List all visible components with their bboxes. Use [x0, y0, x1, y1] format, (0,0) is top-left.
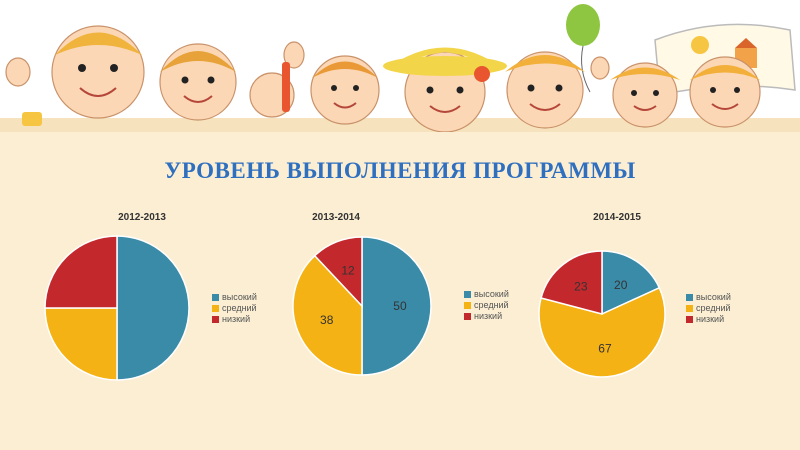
- legend-label: низкий: [696, 314, 725, 324]
- pie-slice-низкий: [44, 235, 118, 309]
- data-label: 67: [598, 342, 612, 356]
- pie-slice-средний: [538, 286, 666, 378]
- pie-slice-высокий: [601, 250, 661, 316]
- legend-label: средний: [696, 303, 731, 313]
- data-label: 12: [341, 264, 355, 278]
- legend-item: высокий: [686, 292, 731, 303]
- legend-item: средний: [464, 300, 509, 311]
- legend-label: высокий: [696, 292, 731, 302]
- legend-2013-2014: высокий средний низкий: [464, 289, 509, 322]
- chart-title-2: 2013-2014: [312, 212, 360, 223]
- legend-label: низкий: [474, 311, 503, 321]
- legend-label: высокий: [222, 292, 257, 302]
- legend-2014-2015: высокий средний низкий: [686, 292, 731, 325]
- pie-slice-низкий: [540, 250, 603, 315]
- chart-title-1: 2012-2013: [118, 212, 166, 223]
- pie-slice-средний: [44, 307, 118, 381]
- legend-swatch: [464, 313, 471, 320]
- legend-swatch: [464, 291, 471, 298]
- pie-chart-2013-2014: 50 38 12: [292, 236, 432, 376]
- legend-label: высокий: [474, 289, 509, 299]
- legend-item: низкий: [686, 314, 731, 325]
- legend-swatch: [212, 305, 219, 312]
- legend-2012-2013: высокий средний низкий: [212, 292, 257, 325]
- legend-label: средний: [474, 300, 509, 310]
- pie-chart-2012-2013: [44, 235, 190, 381]
- data-label: 23: [574, 280, 588, 294]
- legend-swatch: [686, 294, 693, 301]
- chart-title-3: 2014-2015: [593, 212, 641, 223]
- legend-label: средний: [222, 303, 257, 313]
- pie-chart-2014-2015: 20 67 23: [538, 250, 666, 378]
- legend-item: низкий: [212, 314, 257, 325]
- legend-swatch: [212, 316, 219, 323]
- legend-swatch: [212, 294, 219, 301]
- legend-item: высокий: [464, 289, 509, 300]
- legend-item: средний: [212, 303, 257, 314]
- pie-slice-средний: [292, 254, 363, 376]
- data-label: 38: [320, 313, 334, 327]
- pie-slice-высокий: [361, 236, 432, 376]
- pie-slice-высокий: [116, 235, 190, 381]
- legend-swatch: [686, 316, 693, 323]
- page-title: УРОВЕНЬ ВЫПОЛНЕНИЯ ПРОГРАММЫ: [164, 158, 636, 183]
- legend-item: низкий: [464, 311, 509, 322]
- legend-swatch: [464, 302, 471, 309]
- kids-banner-illustration: [0, 0, 800, 132]
- legend-item: высокий: [212, 292, 257, 303]
- legend-label: низкий: [222, 314, 251, 324]
- legend-item: средний: [686, 303, 731, 314]
- pie-slice-низкий: [313, 236, 363, 308]
- data-label: 50: [393, 299, 407, 313]
- data-label: 20: [614, 278, 628, 292]
- legend-swatch: [686, 305, 693, 312]
